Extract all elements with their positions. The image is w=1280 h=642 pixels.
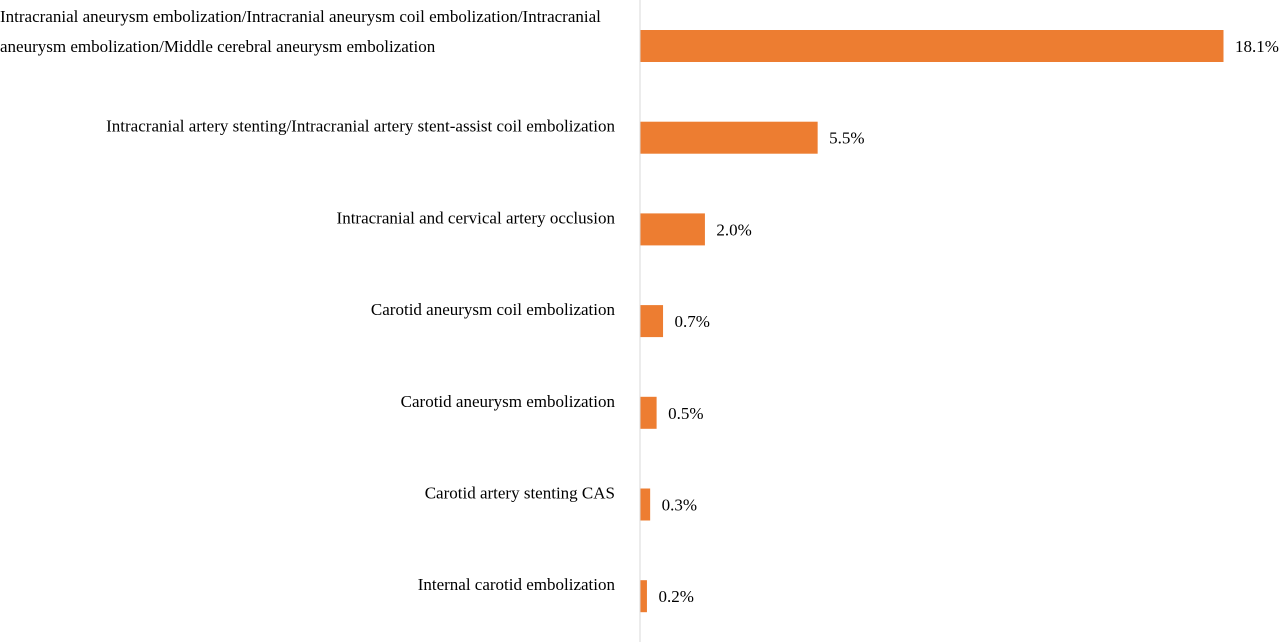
data-label-1: 5.5% xyxy=(829,129,864,148)
data-label-3: 0.7% xyxy=(675,312,710,331)
category-label-6: Internal carotid embolization xyxy=(418,575,616,594)
bar-3 xyxy=(640,305,664,338)
data-label-4: 0.5% xyxy=(668,404,703,423)
data-label-0: 18.1% xyxy=(1235,37,1279,56)
bar-2 xyxy=(640,213,705,246)
category-label-4: Carotid aneurysm embolization xyxy=(401,392,616,411)
category-label-5: Carotid artery stenting CAS xyxy=(425,484,615,503)
bar-6 xyxy=(640,580,647,613)
bar-4 xyxy=(640,396,657,429)
category-label-0-line-0: Intracranial aneurysm embolization/Intra… xyxy=(0,7,601,26)
category-label-1: Intracranial artery stenting/Intracrania… xyxy=(106,117,615,136)
data-label-6: 0.2% xyxy=(658,587,693,606)
category-label-0: Intracranial aneurysm embolization/Intra… xyxy=(0,7,601,56)
bar-0 xyxy=(640,30,1224,62)
bar-1 xyxy=(640,121,818,154)
data-labels-group: 18.1% 5.5% 2.0% 0.7% 0.5% 0.3% 0.2% xyxy=(658,37,1278,606)
bar-5 xyxy=(640,488,651,521)
category-label-3: Carotid aneurysm coil embolization xyxy=(371,300,616,319)
data-label-2: 2.0% xyxy=(716,220,751,239)
category-label-2: Intracranial and cervical artery occlusi… xyxy=(337,208,616,227)
category-label-0-line-1: aneurysm embolization/Middle cerebral an… xyxy=(0,37,436,56)
bars-group xyxy=(640,30,1224,613)
category-labels-group: Intracranial aneurysm embolization/Intra… xyxy=(0,7,615,594)
data-label-5: 0.3% xyxy=(662,496,697,515)
